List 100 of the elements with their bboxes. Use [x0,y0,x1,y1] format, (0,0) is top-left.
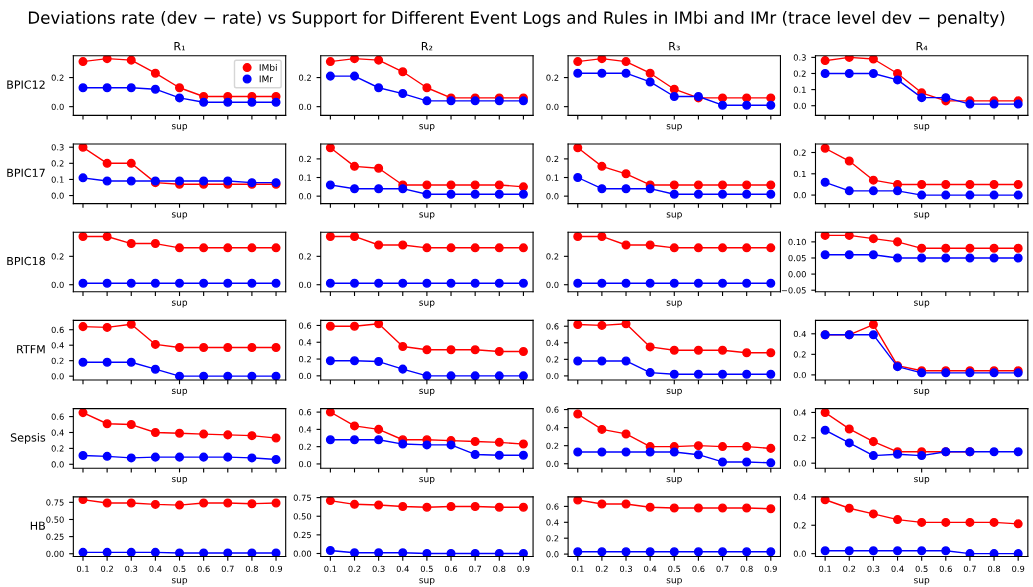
y-tick-label: 0.1 [793,86,806,93]
x-axis-title: sup [419,212,435,220]
x-axis-title: sup [419,388,435,396]
y-tick-label: 0.0 [546,103,559,110]
x-tick-label: 0.8 [245,565,258,572]
y-tick-label: 0.0 [51,281,64,288]
y-tick-label: 0.2 [546,442,559,449]
x-tick-label: 0.4 [644,565,657,572]
y-tick-label: 0.6 [546,406,559,413]
y-tick-label: 0.00 [293,550,312,557]
chart-title: R₂ [421,42,433,51]
x-axis-title: sup [666,578,682,586]
y-tick-label: 0.4 [298,426,312,433]
y-tick-label: 0.75 [293,494,311,501]
x-tick-label: 0.6 [692,565,705,572]
y-tick-label: 0.1 [298,174,311,181]
chart-title: R₄ [916,42,928,51]
y-tick-label: 0.0 [546,193,559,200]
y-tick-label: 0.25 [46,533,64,540]
y-tick-label: 0.6 [298,322,312,329]
y-tick-label: 0.2 [546,356,559,363]
y-tick-label: 0.0 [298,372,312,380]
x-tick-label: 0.9 [1012,565,1025,572]
y-tick-label: 0.50 [46,516,64,523]
y-tick-label: 0.4 [546,519,559,526]
y-tick-label: 0.0 [298,193,312,200]
y-tick-label: 0.0 [51,192,64,199]
y-tick-label: 0.6 [546,503,559,510]
y-tick-label: 0.10 [788,238,806,246]
y-tick-label: 0.3 [793,54,806,61]
x-tick-label: 0.7 [716,565,729,572]
y-tick-label: 0.2 [298,356,311,363]
x-axis-title: sup [419,578,435,586]
y-tick-label: 0.2 [793,434,806,442]
y-tick-label: 0.3 [51,144,64,151]
y-tick-label: 0.4 [298,339,312,346]
x-tick-label: 0.8 [493,565,506,572]
x-tick-label: 0.5 [668,565,681,572]
y-tick-label: 0.4 [793,493,806,501]
x-axis-title: sup [419,300,435,308]
x-tick-label: 0.9 [764,565,777,572]
x-tick-label: 0.2 [843,565,856,572]
x-tick-label: 0.5 [173,565,186,572]
x-tick-label: 0.3 [867,565,880,572]
y-tick-label: 0.2 [298,443,311,450]
x-tick-label: 0.3 [372,565,385,572]
y-axis-title: BPIC18 [7,256,45,266]
x-tick-label: 0.3 [619,565,632,572]
y-tick-label: 0.6 [51,413,64,420]
x-axis-title: sup [666,212,682,220]
y-tick-label: 0.50 [293,513,312,520]
x-tick-label: 0.7 [221,565,234,572]
x-axis-title: sup [171,300,188,308]
x-axis-title: sup [666,124,682,132]
y-tick-label: 0.6 [51,326,64,333]
x-tick-label: 0.1 [571,565,584,572]
legend-label: IMr [259,75,274,83]
x-axis-title: sup [914,124,930,132]
x-tick-label: 0.6 [939,565,952,572]
y-tick-label: 0.2 [793,149,806,156]
y-tick-label: 0.4 [51,429,64,436]
y-tick-label: 0.00 [788,271,806,278]
x-axis-title: sup [914,388,930,396]
x-axis-title: sup [914,578,930,586]
y-tick-label: 0.2 [546,74,559,81]
chart-title: R₁ [174,42,185,51]
x-axis-title: sup [171,212,188,220]
y-axis-title: HB [30,521,45,530]
x-axis-title: sup [171,388,188,396]
y-tick-label: 0.4 [793,409,806,416]
x-axis-title: sup [914,212,930,220]
y-tick-label: 0.4 [546,424,559,431]
x-tick-label: 0.1 [324,565,337,572]
x-tick-label: 0.5 [915,565,928,572]
y-tick-label: 0.2 [51,160,64,167]
x-axis-title: sup [419,477,435,484]
y-tick-label: 0.0 [793,371,806,379]
x-tick-label: 0.8 [987,565,1001,572]
y-tick-label: 0.0 [298,103,312,110]
legend-label: IMbi [259,63,277,71]
y-axis-title: RTFM [17,345,45,354]
y-tick-label: 0.2 [298,155,311,163]
x-tick-label: 0.9 [517,565,530,572]
y-tick-label: 0.0 [793,550,806,557]
y-tick-label: 0.25 [293,531,311,539]
y-tick-label: 0.1 [51,176,64,183]
y-tick-label: 0.4 [51,342,64,349]
x-tick-label: 0.4 [891,565,904,572]
y-tick-label: 0.4 [546,339,559,347]
x-axis-title: sup [666,477,682,484]
y-tick-label: 0.1 [793,170,806,178]
x-tick-label: 0.5 [420,565,433,572]
x-tick-label: 0.2 [101,565,113,572]
x-tick-label: 0.9 [269,565,283,572]
y-tick-label: 0.6 [298,409,312,416]
x-tick-label: 0.4 [396,565,409,572]
y-tick-label: 0.2 [51,445,64,452]
y-tick-label: 0.2 [546,155,559,163]
y-tick-label: 0.0 [793,192,806,199]
x-tick-label: 0.3 [125,565,138,572]
